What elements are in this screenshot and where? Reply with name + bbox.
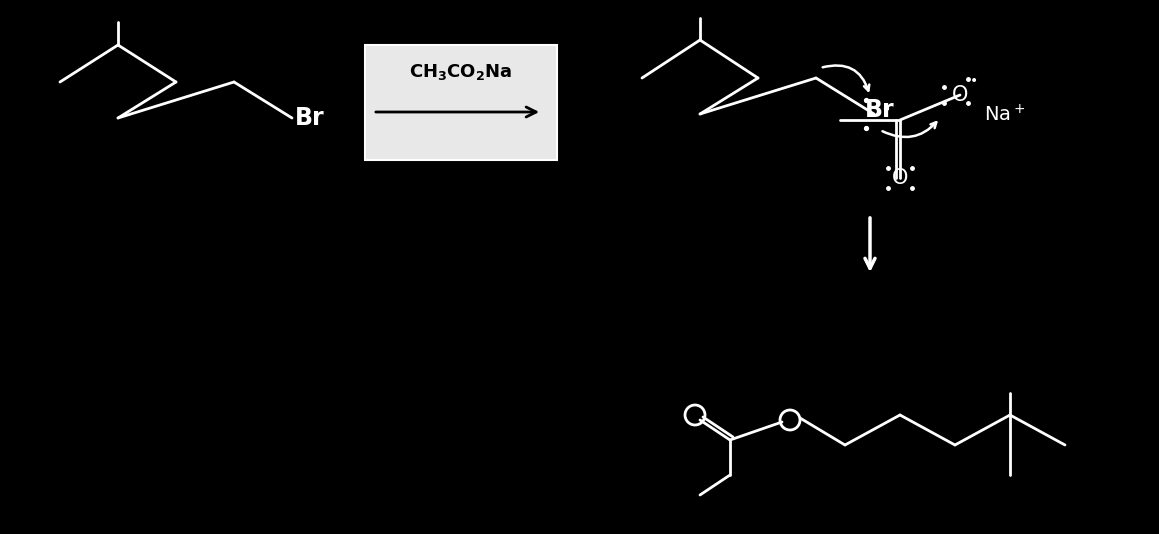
Text: O: O [952,85,968,105]
Text: O: O [891,168,909,188]
Text: Br: Br [296,106,325,130]
Text: •: • [970,74,978,88]
Text: Br: Br [865,98,895,122]
Text: Na$^+$: Na$^+$ [984,104,1026,125]
FancyBboxPatch shape [365,45,557,160]
Text: $\mathregular{CH_3CO_2Na}$: $\mathregular{CH_3CO_2Na}$ [409,62,512,82]
